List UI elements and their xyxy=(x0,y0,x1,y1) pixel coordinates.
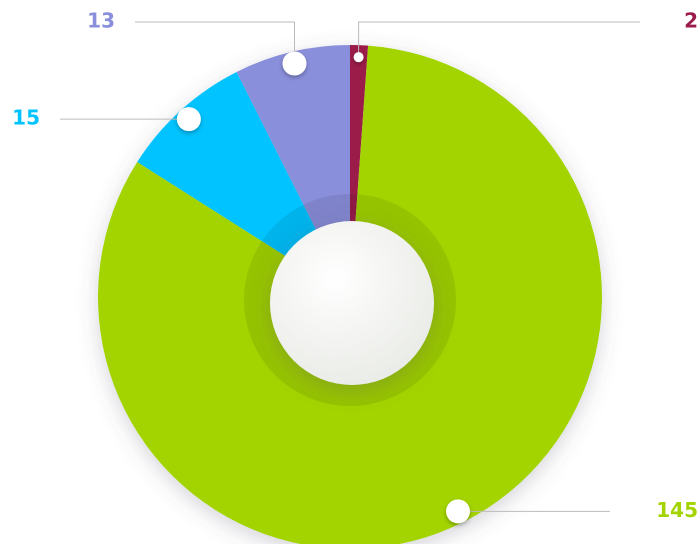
marker xyxy=(445,499,470,524)
leader-line xyxy=(358,21,640,58)
marker xyxy=(282,51,307,76)
leader-line xyxy=(135,21,295,64)
data-label: 145 xyxy=(656,498,698,522)
data-label: 15 xyxy=(12,106,40,130)
slice xyxy=(98,45,602,544)
labels: 2 145 15 13 xyxy=(12,9,698,524)
data-label: 13 xyxy=(87,9,115,33)
marker xyxy=(176,107,201,132)
marker xyxy=(353,52,364,63)
data-label: 2 xyxy=(684,9,698,33)
center-hole xyxy=(270,221,434,385)
